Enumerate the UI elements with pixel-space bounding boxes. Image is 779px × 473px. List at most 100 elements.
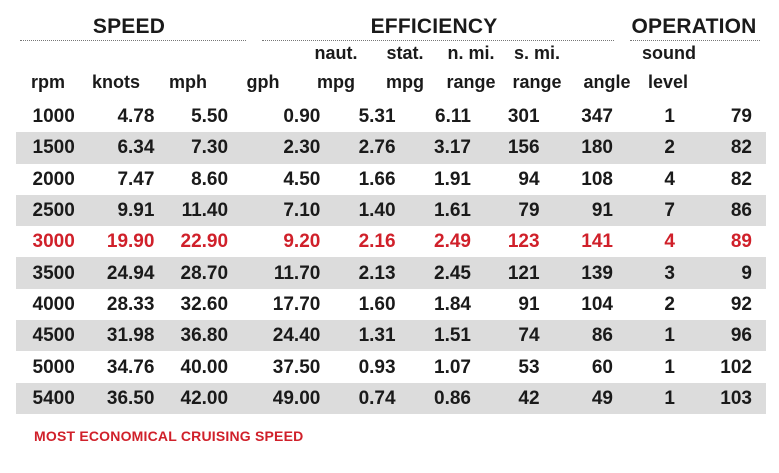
- table-cell: 82: [708, 163, 766, 195]
- table-cell: 2.45: [407, 257, 485, 289]
- table-cell: 2: [630, 288, 709, 321]
- table-cell: 28.33: [86, 288, 167, 321]
- column-header-bottom: knots: [91, 72, 140, 92]
- column-header-top: stat.: [386, 43, 424, 63]
- table-cell: 1.66: [332, 163, 408, 195]
- table-cell: 4: [630, 163, 709, 195]
- table-cell: 5.50: [166, 101, 247, 133]
- table-cell: 7.10: [246, 194, 333, 227]
- table-cell: 36.80: [166, 320, 247, 352]
- table-row: 5000 34.76 40.00 37.50 0.93 1.07 53 60 1 102: [16, 351, 766, 383]
- table-cell: 31.98: [86, 320, 167, 352]
- column-header-bottom: mpg: [317, 72, 355, 92]
- column-header-bottom: rpm: [30, 72, 65, 92]
- table-cell: 34.76: [86, 351, 167, 383]
- table-cell: 7.47: [86, 163, 167, 195]
- table-row: 3500 24.94 28.70 11.70 2.13 2.45 121 139 3 9: [16, 257, 766, 289]
- table-cell: 123: [484, 226, 554, 258]
- table-cell: 53: [484, 351, 554, 383]
- table-cell: 180: [553, 132, 631, 164]
- table-cell: 5000: [16, 351, 87, 383]
- table-cell: 2500: [16, 194, 87, 227]
- performance-table: 1000 4.78 5.50 0.90 5.31 6.11 301 347 1 79 1500 6.3…: [16, 101, 766, 414]
- table-cell: 92: [708, 288, 766, 321]
- table-cell: 102: [708, 351, 766, 383]
- group-rule-efficiency: [262, 40, 614, 41]
- table-cell: 22.90: [166, 226, 247, 258]
- table-cell: 4.78: [86, 101, 167, 133]
- table-cell: 3000: [16, 226, 87, 258]
- table-row: 4000 28.33 32.60 17.70 1.60 1.84 91 104 2 92: [16, 288, 766, 321]
- table-row: 1500 6.34 7.30 2.30 2.76 3.17 156 180 2 82: [16, 132, 766, 164]
- table-cell: 5.31: [332, 101, 408, 133]
- table-cell: 0.86: [407, 382, 485, 414]
- table-cell: 1: [630, 382, 709, 414]
- table-cell: 156: [484, 132, 554, 164]
- table-cell: 74: [484, 320, 554, 352]
- table-cell: 0.74: [332, 382, 408, 414]
- group-title-operation: OPERATION: [631, 15, 757, 38]
- table-row: 3000 19.90 22.90 9.20 2.16 2.49 123 141 4 89: [16, 226, 766, 258]
- group-rule-operation: [630, 40, 760, 41]
- column-header-bottom: mpg: [386, 72, 424, 92]
- table-cell: 9.91: [86, 194, 167, 227]
- table-cell: 36.50: [86, 382, 167, 414]
- table-cell: 1.60: [332, 288, 408, 321]
- table-cell: 7: [630, 194, 709, 227]
- table-cell: 91: [553, 194, 631, 227]
- table-cell: 1.91: [407, 163, 485, 195]
- table-cell: 94: [484, 163, 554, 195]
- table-cell: 3.17: [407, 132, 485, 164]
- table-cell: 6.34: [86, 132, 167, 164]
- table-row: 5400 36.50 42.00 49.00 0.74 0.86 42 49 1 103: [16, 382, 766, 414]
- table-cell: 3: [630, 257, 709, 289]
- table-cell: 42: [484, 382, 554, 414]
- table-cell: 42.00: [166, 382, 247, 414]
- table-cell: 0.90: [246, 101, 333, 133]
- column-header-bottom: mph: [169, 72, 207, 92]
- table-cell: 347: [553, 101, 631, 133]
- table-cell: 79: [708, 101, 766, 133]
- column-header-top: naut.: [314, 43, 358, 63]
- table-cell: 1: [630, 320, 709, 352]
- table-cell: 6.11: [407, 101, 485, 133]
- table-cell: 1.84: [407, 288, 485, 321]
- table-cell: 37.50: [246, 351, 333, 383]
- table-cell: 4: [630, 226, 709, 258]
- table-row: 2000 7.47 8.60 4.50 1.66 1.91 94 108 4 82: [16, 163, 766, 195]
- table-cell: 2.49: [407, 226, 485, 258]
- table-cell: 1: [630, 351, 709, 383]
- table-cell: 49: [553, 382, 631, 414]
- table-cell: 9.20: [246, 226, 333, 258]
- table-cell: 96: [708, 320, 766, 352]
- table-cell: 86: [708, 194, 766, 227]
- table-cell: 103: [708, 382, 766, 414]
- table-cell: 1.31: [332, 320, 408, 352]
- table-cell: 0.93: [332, 351, 408, 383]
- group-title-efficiency: EFFICIENCY: [370, 15, 498, 38]
- table-cell: 4000: [16, 288, 87, 321]
- table-cell: 7.30: [166, 132, 247, 164]
- table-cell: 121: [484, 257, 554, 289]
- table-cell: 32.60: [166, 288, 247, 321]
- footnote-economical-speed: MOST ECONOMICAL CRUISING SPEED: [34, 428, 304, 444]
- column-header-bottom: gph: [246, 72, 280, 92]
- table-cell: 4500: [16, 320, 87, 352]
- table-cell: 1: [630, 101, 709, 133]
- table-row: 1000 4.78 5.50 0.90 5.31 6.11 301 347 1 79: [16, 101, 766, 133]
- table-cell: 1.07: [407, 351, 485, 383]
- table-cell: 1500: [16, 132, 87, 164]
- table-cell: 5400: [16, 382, 87, 414]
- table-cell: 24.40: [246, 320, 333, 352]
- table-cell: 49.00: [246, 382, 333, 414]
- table-cell: 2000: [16, 163, 87, 195]
- group-title-speed: SPEED: [92, 15, 166, 38]
- table-cell: 82: [708, 132, 766, 164]
- table-cell: 108: [553, 163, 631, 195]
- column-header-bottom: range: [512, 72, 562, 92]
- table-cell: 1.40: [332, 194, 408, 227]
- table-cell: 2.16: [332, 226, 408, 258]
- table-cell: 60: [553, 351, 631, 383]
- table-cell: 17.70: [246, 288, 333, 321]
- table-cell: 301: [484, 101, 554, 133]
